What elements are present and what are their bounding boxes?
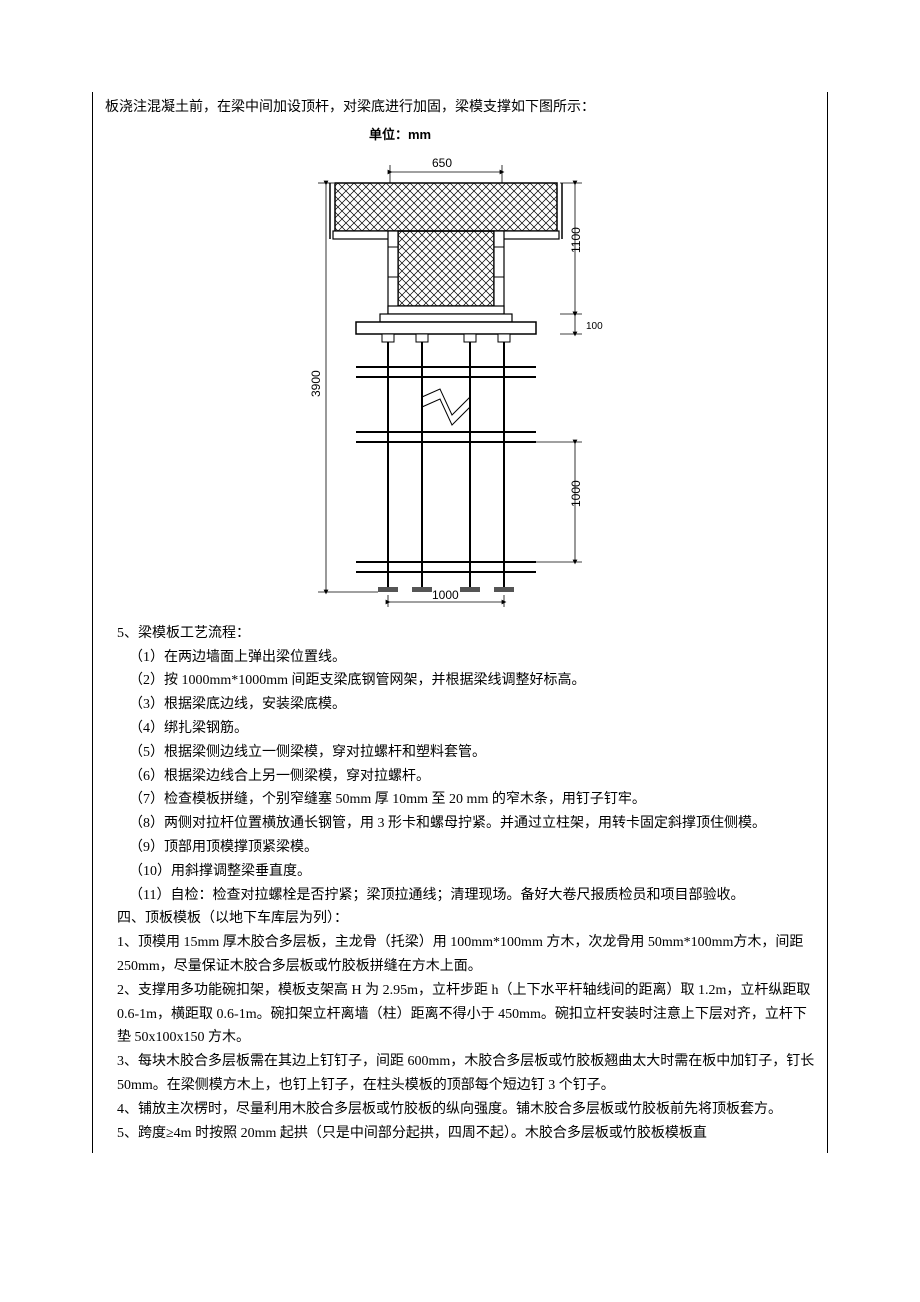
step-10: （10）用斜撑调整梁垂直度。 [105, 860, 815, 884]
step-6: （6）根据梁边线合上另一侧梁模，穿对拉螺杆。 [105, 765, 815, 789]
para4-1: 1、顶模用 15mm 厚木胶合多层板，主龙骨（托梁）用 100mm*100mm … [105, 931, 815, 979]
intro-text: 板浇注混凝土前，在梁中间加设顶杆，对梁底进行加固，梁模支撑如下图所示： [105, 96, 815, 120]
dim-right-gap: 100 [586, 321, 603, 332]
unit-label: 单位：mm [0, 124, 815, 143]
section4-title: 四、顶板模板（以地下车库层为列）： [105, 907, 815, 931]
beam-support-diagram: 650 [270, 147, 650, 607]
step-9: （9）顶部用顶模撑顶紧梁模。 [105, 836, 815, 860]
page: 板浇注混凝土前，在梁中间加设顶杆，对梁底进行加固，梁模支撑如下图所示： 单位：m… [0, 0, 920, 1193]
step-11: （11）自检：检查对拉螺栓是否拧紧；梁顶拉通线；清理现场。备好大卷尺报质检员和项… [105, 884, 815, 908]
dim-bottom: 1000 [432, 588, 459, 602]
step-3: （3）根据梁底边线，安装梁底模。 [105, 693, 815, 717]
para4-4: 4、铺放主次楞时，尽量利用木胶合多层板或竹胶板的纵向强度。铺木胶合多层板或竹胶板… [105, 1098, 815, 1122]
para4-5: 5、跨度≥4m 时按照 20mm 起拱（只是中间部分起拱，四周不起）。木胶合多层… [105, 1122, 815, 1146]
step-2: （2）按 1000mm*1000mm 间距支梁底钢管网架，并根据梁线调整好标高。 [105, 669, 815, 693]
dim-top: 650 [432, 156, 452, 170]
diagram-container: 650 [105, 147, 815, 612]
step-5: （5）根据梁侧边线立一侧梁模，穿对拉螺杆和塑料套管。 [105, 741, 815, 765]
step-7: （7）检查模板拼缝，个别窄缝塞 50mm 厚 10mm 至 20 mm 的窄木条… [105, 788, 815, 812]
dim-right-upper: 1100 [569, 227, 583, 253]
content-box: 板浇注混凝土前，在梁中间加设顶杆，对梁底进行加固，梁模支撑如下图所示： 单位：m… [92, 92, 828, 1153]
para4-3: 3、每块木胶合多层板需在其边上钉钉子，间距 600mm，木胶合多层板或竹胶板翘曲… [105, 1050, 815, 1098]
dim-right-lower: 1000 [569, 480, 583, 507]
section5-title: 5、梁模板工艺流程： [105, 622, 815, 646]
step-4: （4）绑扎梁钢筋。 [105, 717, 815, 741]
step-1: （1）在两边墙面上弹出梁位置线。 [105, 646, 815, 670]
dim-left: 3900 [309, 370, 323, 397]
para4-2: 2、支撑用多功能碗扣架，模板支架高 H 为 2.95m，立杆步距 h（上下水平杆… [105, 979, 815, 1050]
step-8: （8）两侧对拉杆位置横放通长钢管，用 3 形卡和螺母拧紧。并通过立柱架，用转卡固… [105, 812, 815, 836]
